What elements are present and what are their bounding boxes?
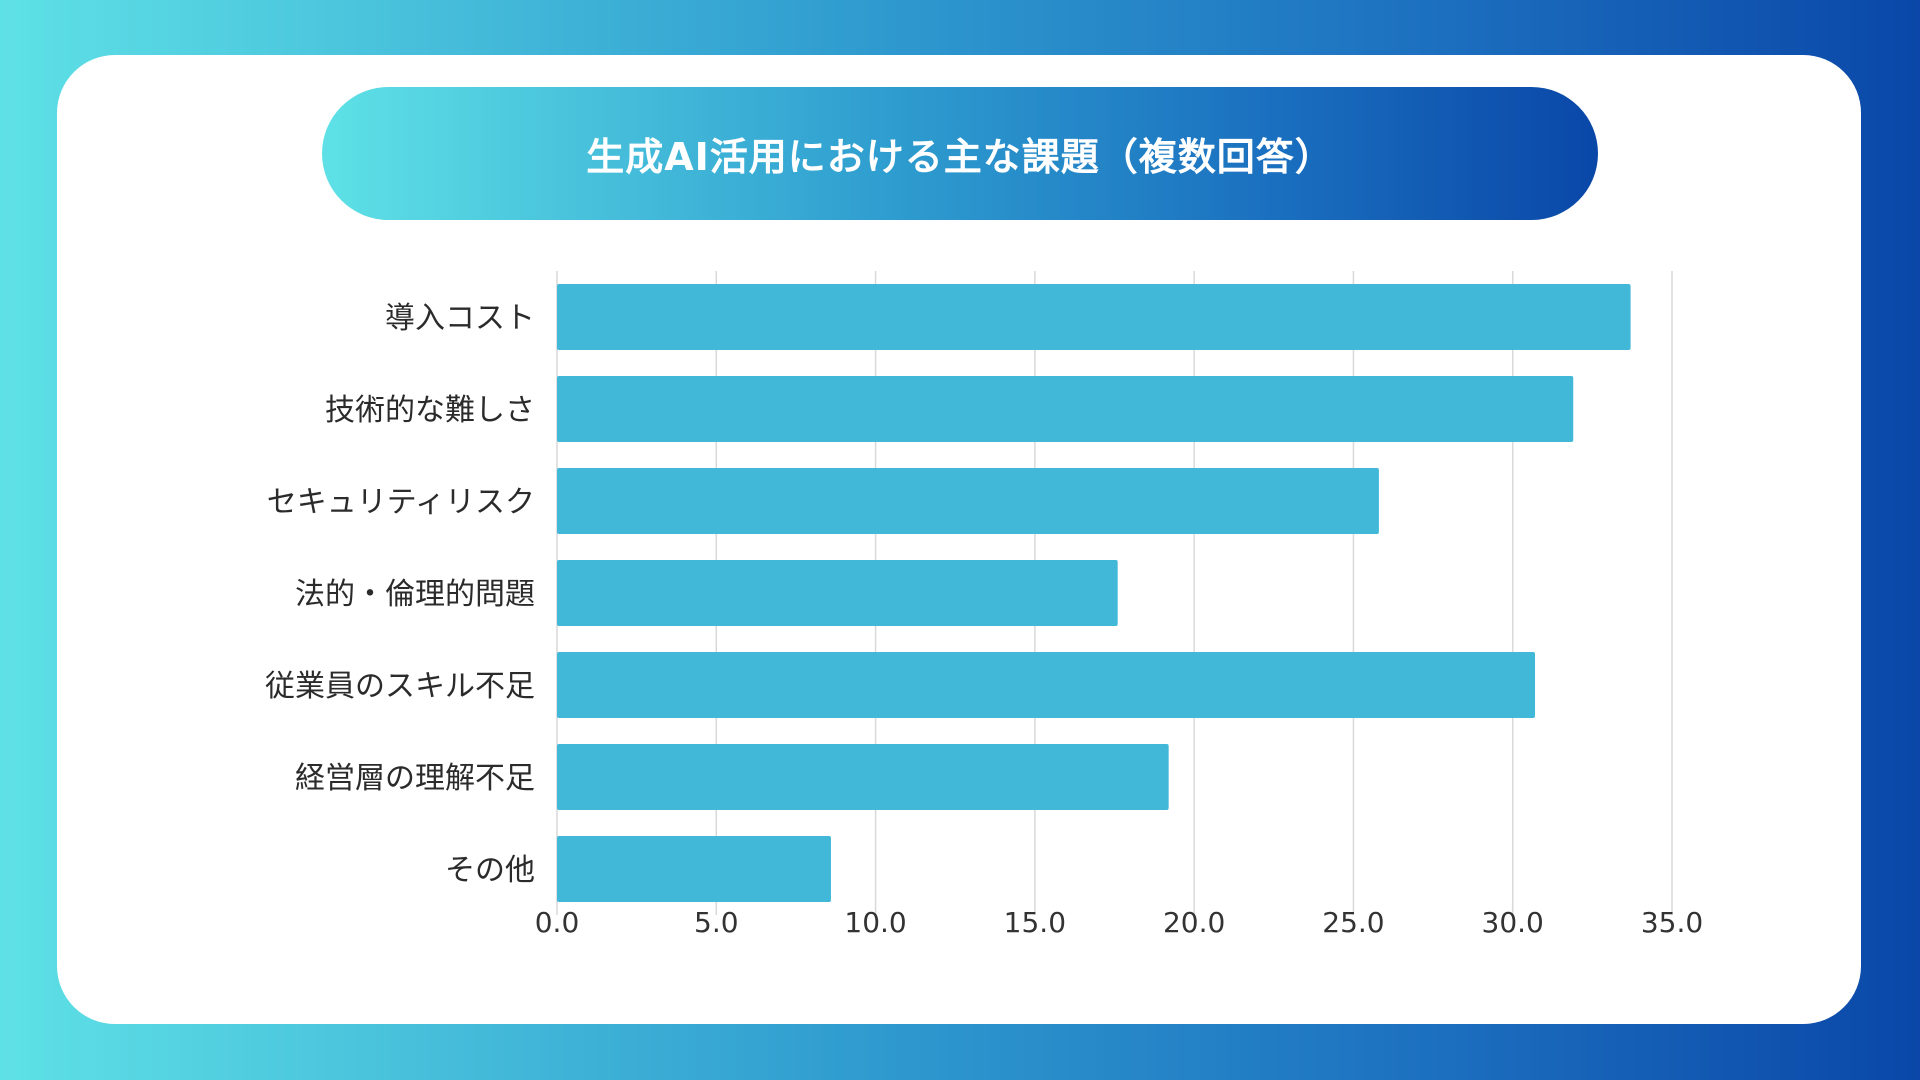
tick-label-6: 30.0 [1482, 906, 1544, 939]
chart-title-banner: 生成AI活用における主な課題（複数回答） [322, 87, 1598, 220]
tick-label-7: 35.0 [1641, 906, 1703, 939]
tick-label-1: 5.0 [694, 906, 739, 939]
tick-label-5: 25.0 [1322, 906, 1384, 939]
bar-0 [557, 284, 1631, 350]
category-label-6: その他 [445, 853, 535, 888]
tick-label-0: 0.0 [535, 906, 580, 939]
tick-label-2: 10.0 [844, 906, 906, 939]
category-label-5: 経営層の理解不足 [295, 761, 535, 796]
chart-title: 生成AI活用における主な課題（複数回答） [586, 135, 1334, 179]
bar-6 [557, 836, 831, 902]
category-label-2: セキュリティリスク [267, 485, 535, 520]
bar-5 [557, 744, 1169, 810]
bar-2 [557, 468, 1379, 534]
tick-label-4: 20.0 [1163, 906, 1225, 939]
bar-4 [557, 652, 1536, 718]
category-label-1: 技術的な難しさ [325, 393, 535, 428]
category-label-0: 導入コスト [385, 301, 535, 336]
bar-3 [557, 560, 1118, 626]
category-label-3: 法的・倫理的問題 [295, 577, 535, 612]
category-label-4: 従業員のスキル不足 [265, 669, 535, 704]
bar-1 [557, 376, 1574, 442]
tick-label-3: 15.0 [1004, 906, 1066, 939]
